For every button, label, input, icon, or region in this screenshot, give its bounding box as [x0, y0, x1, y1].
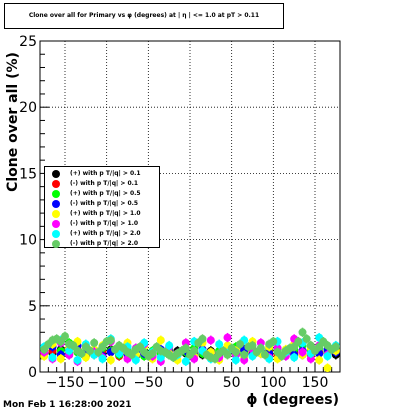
x-tick-label: −100 — [87, 375, 125, 391]
data-point — [298, 328, 307, 337]
data-point — [106, 336, 115, 345]
legend-entry: (-) with p T/|q| > 0.5 — [45, 199, 159, 209]
x-tick-label: 150 — [302, 375, 329, 391]
legend-label: (-) with p T/|q| > 0.5 — [70, 200, 139, 207]
data-point — [90, 338, 99, 347]
legend-marker — [52, 200, 60, 208]
x-tick-label: 0 — [186, 375, 195, 391]
data-point — [73, 356, 82, 365]
data-point — [298, 348, 307, 357]
legend-marker — [52, 170, 60, 178]
y-axis-title: Clone over all (%) — [5, 52, 21, 192]
data-point — [290, 353, 299, 362]
data-point — [181, 357, 190, 366]
chart-title: Clone over all for Primary vs φ (degrees… — [28, 12, 260, 19]
tick-labels: −150 −100 −50 0 50 100 150 0 5 10 15 20 25 — [19, 34, 328, 391]
legend: (+) with p T/|q| > 0.1 (-) with p T/|q| >… — [44, 166, 160, 248]
data-point — [61, 332, 69, 341]
legend-label: (+) with p T/|q| > 0.5 — [70, 190, 141, 197]
legend-marker — [52, 220, 60, 228]
legend-label: (-) with p T/|q| > 0.1 — [70, 180, 139, 187]
legend-entry: (+) with p T/|q| > 1.0 — [45, 209, 159, 219]
legend-entry: (+) with p T/|q| > 0.5 — [45, 189, 159, 199]
x-tick-label: 100 — [260, 375, 287, 391]
data-point — [240, 350, 249, 359]
legend-marker — [52, 180, 60, 188]
y-tick-label: 10 — [19, 233, 37, 249]
y-tick-label: 15 — [19, 166, 37, 182]
data-point — [269, 337, 278, 346]
y-tick-label: 20 — [19, 100, 37, 116]
data-point — [206, 336, 215, 345]
data-point — [215, 340, 224, 349]
data-point — [165, 341, 174, 350]
data-point — [106, 356, 115, 365]
data-point — [248, 341, 257, 350]
data-point — [331, 342, 340, 351]
legend-entry: (-) with p T/|q| > 0.1 — [45, 179, 159, 189]
data-point — [256, 344, 265, 353]
data-point — [236, 340, 244, 349]
legend-entry: (+) with p T/|q| > 2.0 — [45, 229, 159, 239]
legend-entry: (+) with p T/|q| > 0.1 — [45, 169, 159, 179]
data-point — [231, 348, 240, 357]
y-tick-label: 25 — [19, 34, 37, 50]
data-point — [302, 334, 311, 343]
legend-label: (-) with p T/|q| > 1.0 — [70, 220, 139, 227]
y-tick-label: 5 — [28, 299, 37, 315]
data-point — [98, 354, 107, 363]
legend-marker — [52, 240, 60, 248]
legend-marker — [52, 190, 60, 198]
data-point — [86, 346, 94, 355]
x-tick-label: 50 — [223, 375, 241, 391]
legend-label: (+) with p T/|q| > 1.0 — [70, 210, 141, 217]
timestamp: Mon Feb 1 16:28:00 2021 — [3, 400, 132, 410]
title-box: Clone over all for Primary vs φ (degrees… — [4, 3, 284, 29]
data-points — [40, 327, 340, 373]
data-point — [48, 353, 57, 362]
data-point — [198, 334, 207, 343]
data-point — [223, 350, 232, 359]
x-tick-label: −50 — [134, 375, 164, 391]
data-point — [223, 333, 232, 342]
legend-label: (+) with p T/|q| > 0.1 — [70, 170, 141, 177]
data-point — [156, 336, 165, 345]
y-tick-label: 0 — [28, 365, 37, 381]
data-point — [190, 346, 199, 355]
x-tick-label: −150 — [46, 375, 84, 391]
x-axis-title: ϕ (degrees) — [246, 392, 339, 408]
data-point — [231, 356, 240, 365]
legend-marker — [52, 210, 60, 218]
data-point — [294, 337, 303, 346]
legend-marker — [52, 230, 60, 238]
legend-entry: (-) with p T/|q| > 2.0 — [45, 239, 159, 249]
data-point — [77, 349, 86, 358]
legend-label: (-) with p T/|q| > 2.0 — [70, 240, 139, 247]
data-point — [315, 356, 324, 365]
data-point — [323, 352, 332, 361]
legend-entry: (-) with p T/|q| > 1.0 — [45, 219, 159, 229]
data-point — [56, 354, 65, 363]
data-point — [323, 364, 332, 373]
legend-label: (+) with p T/|q| > 2.0 — [70, 230, 141, 237]
data-point — [148, 349, 157, 358]
data-point — [181, 344, 190, 353]
data-point — [261, 350, 269, 359]
